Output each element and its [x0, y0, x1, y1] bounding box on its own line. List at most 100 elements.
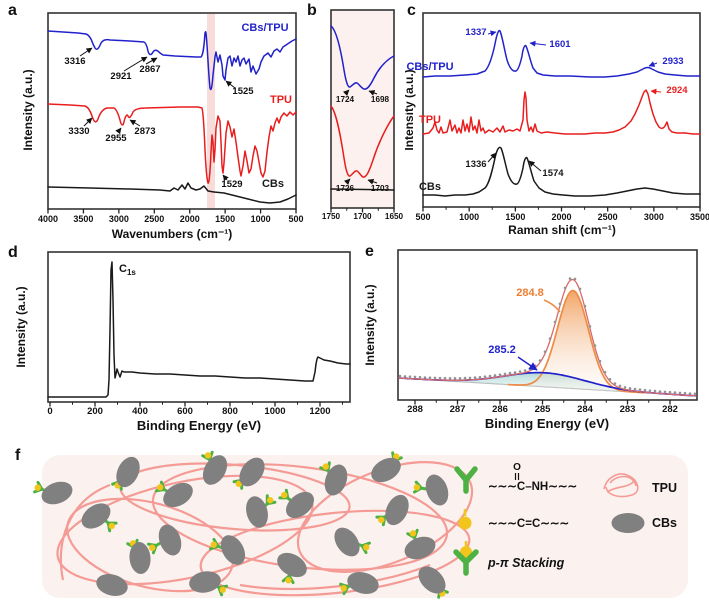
cc-formula: ∼∼∼C=C∼∼∼: [488, 518, 570, 530]
annotation-arrow: [145, 57, 158, 65]
amide-formula: ∼∼∼C–NH∼∼∼: [488, 481, 578, 493]
x-tick-label: 286: [492, 404, 508, 415]
cb-particle: [158, 524, 182, 556]
p-pi-stacking-connector: [154, 480, 171, 494]
cb-particle: [202, 455, 228, 485]
data-point-dot: [588, 325, 592, 328]
cc-bond-icon: [458, 509, 472, 530]
ftir-zoom-curve-tpu: [330, 105, 395, 178]
x-tick-label: 4000: [38, 214, 58, 224]
data-point-dot: [403, 375, 407, 378]
annotation-arrow: [517, 356, 538, 371]
x-tick-label: 3500: [73, 214, 93, 224]
x-axis-label: Binding Energy (eV): [485, 416, 609, 431]
peak-label: 1726: [336, 184, 355, 193]
tpu-icon: [603, 473, 639, 498]
data-point-dot: [483, 375, 487, 378]
fit-envelope-curve: [397, 278, 697, 397]
x-tick-label: 287: [450, 404, 466, 415]
peak-label: 2867: [139, 64, 160, 75]
cb-particle: [239, 457, 265, 487]
peak-label: 1529: [221, 179, 242, 190]
annotation-arrow: [487, 152, 497, 163]
annotation-arrow: [648, 61, 658, 67]
peak-label: 1337: [465, 27, 486, 38]
series-label-cbs: CBs: [419, 181, 441, 193]
data-point-dot: [678, 391, 682, 395]
cc-text: C=C: [517, 518, 540, 530]
data-point-dot: [453, 377, 457, 380]
x-tick-label: 3000: [109, 214, 129, 224]
data-point-dot: [448, 377, 452, 380]
peak-284-curve: [507, 289, 645, 394]
x-tick-label: 1000: [459, 212, 479, 222]
x-tick-label: 2500: [144, 214, 164, 224]
schematic-background: [42, 455, 688, 598]
data-point-dot: [473, 376, 477, 379]
x-tick-label: 1000: [251, 214, 271, 224]
data-point-dot: [523, 369, 527, 372]
data-point-dot: [538, 359, 542, 362]
data-point-dot: [468, 376, 472, 380]
data-point-dot: [553, 320, 557, 324]
peak-label-284-8: 284.8: [516, 287, 544, 299]
annotation-arrow: [650, 88, 662, 95]
x-tick-label: 1200: [309, 406, 330, 417]
peak-label: 2924: [666, 85, 688, 96]
cb-particle: [189, 571, 221, 593]
x-tick-label: 2500: [598, 212, 618, 222]
annotation-arrow: [222, 174, 229, 182]
fitted-curves: [397, 277, 697, 397]
p-pi-stacking-icon: [453, 541, 479, 576]
annotation-arrow: [368, 90, 378, 96]
peak-label: 1703: [371, 184, 390, 193]
panel-a-ftir-chart: 3316 2921 2867 1525 3330 2955 2873 1529 …: [21, 12, 304, 241]
y-axis-label: Intensity (a.u.): [363, 284, 377, 365]
x-tick-label: 3500: [690, 212, 709, 222]
data-point-dot: [663, 390, 667, 394]
annotation-arrow: [83, 117, 93, 127]
peak-label-285-2: 285.2: [488, 344, 516, 356]
series-label-cbstpu: CBs/TPU: [406, 61, 453, 73]
cb-particle: [324, 464, 348, 496]
data-point-dot: [398, 374, 402, 378]
cb-particle: [425, 474, 449, 506]
ftir-zoom-curve-cbstpu: [330, 25, 395, 90]
x-tick-label: 500: [415, 212, 430, 222]
p-pi-stacking-connector: [406, 528, 419, 545]
c1s-main: C: [119, 263, 127, 275]
data-point-dot: [528, 367, 532, 371]
x-axis-label: Wavenumbers (cm⁻¹): [112, 227, 233, 241]
cb-particle: [385, 494, 409, 526]
y-axis-label: Intensity (a.u.): [21, 69, 35, 150]
data-point-dot: [633, 387, 637, 391]
annotation-arrow: [225, 80, 236, 89]
x-tick-label: 600: [177, 406, 193, 417]
cb-particle: [347, 572, 379, 594]
panel-f-schematic: O ∼∼∼C–NH∼∼∼ TPU ∼∼∼C=C∼∼∼ CBs: [33, 450, 688, 599]
x-tick-label: 800: [222, 406, 238, 417]
p-pi-stacking-label: p-π Stacking: [487, 556, 565, 570]
panel-f-letter: f: [15, 447, 21, 464]
panel-b-ftir-zoom-chart: 1724 1698 1726 1703 1750 1700 1650: [322, 9, 404, 221]
data-point-dot: [603, 370, 607, 374]
bond-squiggle: ∼∼∼: [488, 518, 517, 530]
cb-particle: [163, 482, 193, 508]
data-point-dot: [533, 364, 537, 368]
x-tick-label: 282: [662, 404, 678, 415]
series-label-cbstpu: CBs/TPU: [241, 22, 288, 34]
data-point-dot: [668, 390, 672, 394]
data-point-dot: [563, 286, 567, 290]
x-tick-label: 283: [620, 404, 636, 415]
data-point-dot: [628, 387, 632, 390]
peak-label: 1601: [549, 39, 571, 50]
x-axis-ticks: 1750 1700 1650: [322, 208, 404, 221]
cb-particle: [371, 457, 401, 483]
data-point-dot: [458, 377, 462, 380]
tpu-chain-loop: [296, 461, 474, 573]
peak-label: 1525: [232, 86, 254, 97]
composite-network-schematic: [33, 450, 474, 599]
tpu-chain-loop: [199, 509, 471, 597]
panel-e-letter: e: [365, 243, 374, 260]
